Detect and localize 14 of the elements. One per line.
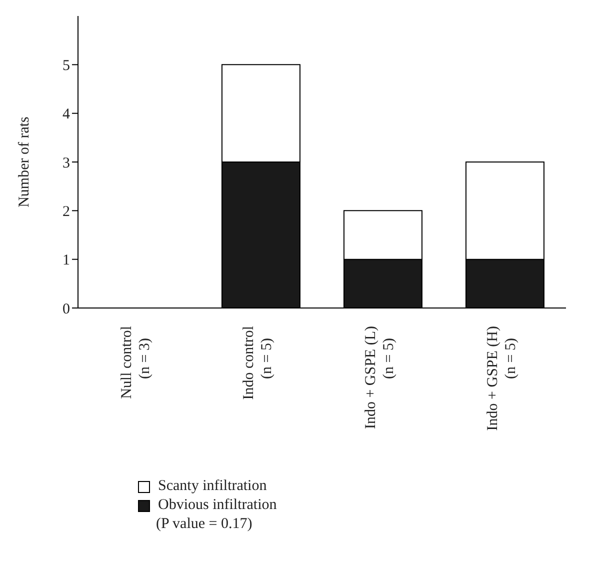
y-tick-label: 1 <box>62 252 70 269</box>
y-axis-title: Number of rats <box>16 116 32 208</box>
x-tick-label: Indo control (n = 5) <box>241 326 275 400</box>
legend-label: Scanty infiltration <box>158 478 267 495</box>
y-tick-label: 2 <box>62 204 70 220</box>
y-tick-label: 4 <box>62 106 70 123</box>
legend-label: Obvious infiltration <box>158 497 277 514</box>
x-tick-label: Indo + GSPE (H) (n = 5) <box>485 326 519 431</box>
y-tick-label: 0 <box>62 301 70 318</box>
x-tick-label: Indo + GSPE (L) (n = 5) <box>363 326 397 430</box>
y-tick-label: 3 <box>62 155 70 172</box>
y-tick-label: 5 <box>62 58 70 74</box>
x-tick-label: Null control (n = 3) <box>119 326 153 399</box>
text: (P value = 0.17) <box>156 516 252 533</box>
